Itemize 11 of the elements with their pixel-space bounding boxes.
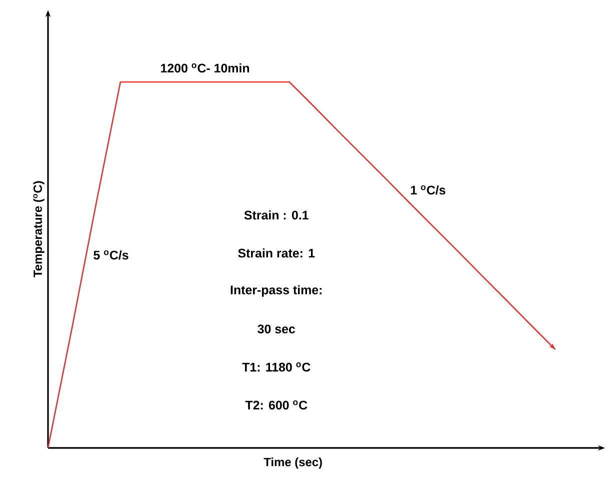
annotation: 30 sec [258,324,296,334]
annotation: Strain : 0.1 [244,210,308,220]
annotation: T2: 600 $^{o}$C [245,400,308,410]
annotation: 1 $^{o}$C/s [410,185,446,195]
y-axis-title: Temperature ($^{o}$C) [33,181,44,278]
annotation: 5 $^{o}$C/s [94,250,128,260]
annotation: Inter-pass time: [230,285,322,297]
text: 1200 $^{o}$C- 10min [161,63,250,73]
annotation: T1: 1180 $^{o}$C [242,362,310,372]
annotation: Strain rate: 1 [238,248,315,258]
x-axis-title: Time (sec) [264,458,322,469]
